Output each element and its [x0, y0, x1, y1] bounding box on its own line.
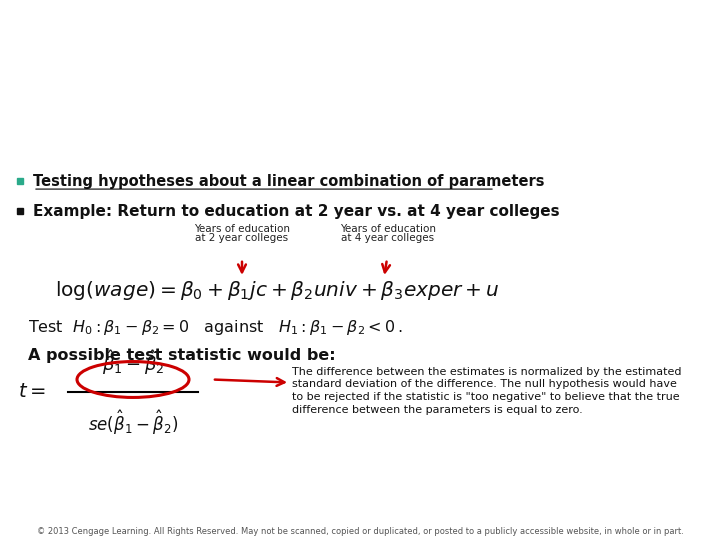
Text: standard deviation of the difference. The null hypothesis would have: standard deviation of the difference. Th…: [292, 380, 677, 389]
Text: Test  $H_0 : \beta_1 - \beta_2 = 0$   against   $H_1 : \beta_1 - \beta_2 < 0\,.$: Test $H_0 : \beta_1 - \beta_2 = 0$ again…: [28, 318, 402, 337]
Text: Analysis: Inference: Analysis: Inference: [18, 96, 408, 130]
Text: © 2013 Cengage Learning. All Rights Reserved. May not be scanned, copied or dupl: © 2013 Cengage Learning. All Rights Rese…: [37, 527, 683, 536]
Text: to be rejected if the statistic is "too negative" to believe that the true: to be rejected if the statistic is "too …: [292, 393, 680, 402]
Text: Example: Return to education at 2 year vs. at 4 year colleges: Example: Return to education at 2 year v…: [33, 204, 559, 219]
Text: at 2 year colleges: at 2 year colleges: [195, 233, 289, 243]
Text: A possible test statistic would be:: A possible test statistic would be:: [28, 348, 336, 363]
Text: The difference between the estimates is normalized by the estimated: The difference between the estimates is …: [292, 367, 682, 376]
Text: Testing hypotheses about a linear combination of parameters: Testing hypotheses about a linear combin…: [33, 173, 544, 188]
Text: difference between the parameters is equal to zero.: difference between the parameters is equ…: [292, 406, 582, 415]
Text: $\log(\mathit{wage}) = \beta_0 + \beta_1\mathit{jc} + \beta_2\mathit{univ} + \be: $\log(\mathit{wage}) = \beta_0 + \beta_1…: [55, 279, 500, 302]
Text: Multiple Regression: Multiple Regression: [18, 42, 423, 76]
Text: $t =$: $t =$: [18, 383, 46, 401]
Text: Years of education: Years of education: [194, 224, 290, 234]
Text: Years of education: Years of education: [340, 224, 436, 234]
Text: $\hat{\beta}_1 - \hat{\beta}_2$: $\hat{\beta}_1 - \hat{\beta}_2$: [102, 348, 164, 376]
Text: at 4 year colleges: at 4 year colleges: [341, 233, 435, 243]
Text: $se(\hat{\beta}_1 - \hat{\beta}_2)$: $se(\hat{\beta}_1 - \hat{\beta}_2)$: [88, 408, 178, 437]
